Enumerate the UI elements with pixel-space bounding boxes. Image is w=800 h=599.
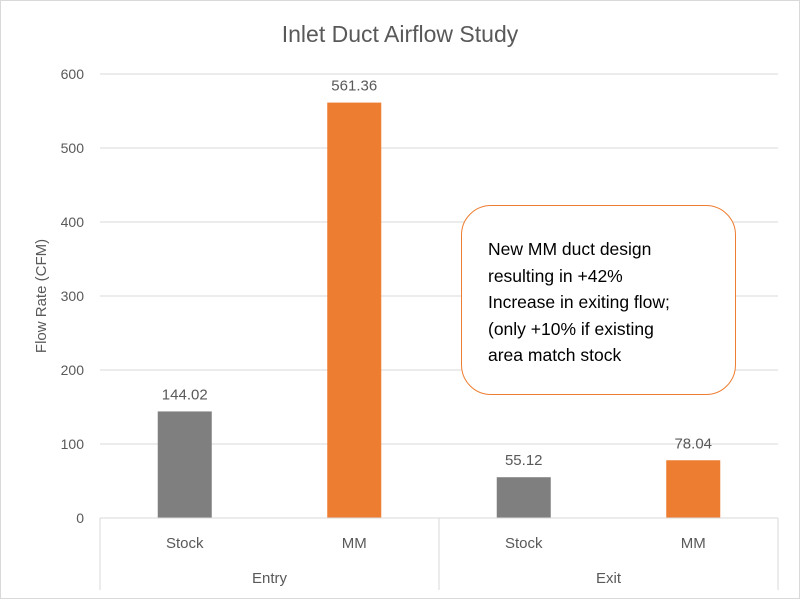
x-tick-label: MM: [681, 535, 706, 552]
data-label: 78.04: [674, 435, 712, 452]
bar-entry-stock: [157, 411, 212, 518]
annotation-line: area match stock: [488, 345, 622, 365]
data-label: 561.36: [331, 78, 377, 95]
data-label: 144.02: [162, 386, 208, 403]
annotation-line: resulting in +42%: [488, 265, 623, 286]
x-tick-label: Stock: [166, 535, 204, 552]
x-tick-label: MM: [342, 535, 367, 552]
annotation-line: New MM duct design: [488, 239, 652, 259]
group-label: Entry: [252, 570, 288, 587]
y-tick-label: 600: [61, 66, 85, 82]
y-tick-label: 300: [61, 288, 85, 304]
annotation-line: Increase in exiting flow;: [488, 292, 670, 312]
y-tick-label: 400: [61, 214, 85, 230]
bar-exit-stock: [496, 477, 551, 518]
data-label: 55.12: [505, 452, 543, 469]
y-tick-label: 0: [76, 510, 84, 526]
y-tick-label: 500: [61, 140, 85, 156]
y-tick-label: 200: [61, 362, 85, 378]
chart-title: Inlet Duct Airflow Study: [282, 21, 519, 47]
group-label: Exit: [596, 570, 622, 587]
y-axis-label: Flow Rate (CFM): [33, 239, 50, 353]
bar-entry-mm: [327, 102, 382, 518]
annotation-line: (only +10% if existing: [488, 318, 654, 339]
x-tick-label: Stock: [505, 535, 543, 552]
annotation-callout: New MM duct design resulting in +42% Incre…: [461, 205, 736, 395]
bar-exit-mm: [666, 460, 721, 518]
y-tick-label: 100: [61, 436, 85, 452]
